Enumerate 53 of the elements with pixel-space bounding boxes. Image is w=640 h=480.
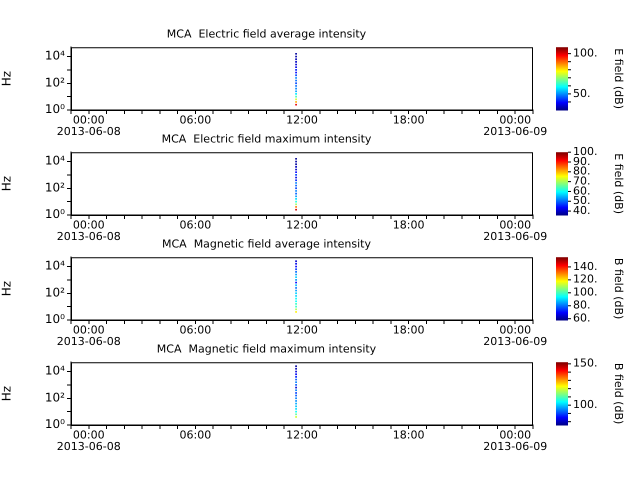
color-bar-title: B field (dB) bbox=[612, 258, 626, 320]
color-bar-title: B field (dB) bbox=[612, 362, 626, 424]
x-tick-label: 12:00 bbox=[286, 114, 318, 127]
y-axis-title: Hz bbox=[0, 386, 14, 402]
x-tick-label: 18:00 bbox=[392, 324, 424, 337]
y-tick-label: 10⁴ bbox=[44, 364, 66, 378]
y-tick-label: 10² bbox=[44, 75, 66, 90]
chart-title: MCA Electric field average intensity bbox=[166, 27, 367, 40]
y-tick-label: 10⁰ bbox=[44, 102, 66, 116]
x-tick-label: 06:00 bbox=[180, 218, 212, 232]
y-tick-label: 10² bbox=[44, 285, 66, 300]
color-bar-label: 100. bbox=[573, 46, 598, 60]
x-tick-label: 00:00 2013-06-09 bbox=[483, 324, 548, 348]
x-tick-label: 06:00 bbox=[180, 324, 212, 337]
x-tick-label: 00:00 2013-06-09 bbox=[483, 218, 548, 244]
color-bar-title: E field (dB) bbox=[612, 48, 626, 109]
x-tick-label: 06:00 bbox=[180, 114, 212, 127]
y-tick-label: 10⁴ bbox=[44, 154, 66, 168]
color-bar-label: 140. bbox=[573, 260, 598, 273]
color-bar-label: 80. bbox=[573, 298, 590, 312]
x-tick-label: 18:00 bbox=[392, 428, 424, 442]
x-tick-label: 00:00 2013-06-09 bbox=[483, 428, 548, 454]
y-tick-label: 10⁴ bbox=[44, 258, 66, 273]
y-tick-label: 10⁰ bbox=[44, 207, 66, 222]
x-tick-label: 00:00 2013-06-08 bbox=[56, 114, 121, 138]
x-tick-label: 18:00 bbox=[392, 114, 424, 127]
x-tick-label: 00:00 2013-06-08 bbox=[56, 218, 121, 244]
y-axis-title: Hz bbox=[0, 70, 14, 86]
color-bar-label: 150. bbox=[573, 356, 598, 370]
color-bar-title: E field (dB) bbox=[612, 153, 626, 214]
chart-title: MCA Magnetic field maximum intensity bbox=[156, 342, 377, 356]
x-tick-label: 00:00 2013-06-08 bbox=[56, 324, 121, 348]
color-bar-label: 120. bbox=[573, 272, 598, 286]
chart-title: MCA Electric field maximum intensity bbox=[162, 132, 372, 146]
x-tick-label: 06:00 bbox=[180, 428, 212, 442]
x-tick-label: 12:00 bbox=[286, 218, 318, 232]
y-tick-label: 10² bbox=[44, 180, 66, 194]
x-tick-label: 00:00 2013-06-08 bbox=[56, 428, 121, 454]
color-bar-label: 50. bbox=[573, 86, 590, 100]
y-axis-title: Hz bbox=[0, 176, 14, 192]
color-bar-label: 100. bbox=[573, 398, 598, 412]
y-tick-label: 10⁴ bbox=[44, 48, 66, 63]
y-tick-label: 10⁰ bbox=[44, 417, 66, 432]
x-tick-label: 12:00 bbox=[286, 324, 318, 337]
y-tick-label: 10² bbox=[44, 390, 66, 404]
x-tick-label: 12:00 bbox=[286, 428, 318, 442]
x-tick-label: 00:00 2013-06-09 bbox=[483, 114, 548, 138]
x-tick-label: 18:00 bbox=[392, 218, 424, 232]
color-bar-label: 60. bbox=[573, 312, 590, 325]
chart-title: MCA Magnetic field average intensity bbox=[162, 237, 372, 250]
y-axis-title: Hz bbox=[0, 280, 14, 296]
color-bar-label: 100. bbox=[573, 286, 598, 299]
y-tick-label: 10⁰ bbox=[44, 312, 66, 326]
